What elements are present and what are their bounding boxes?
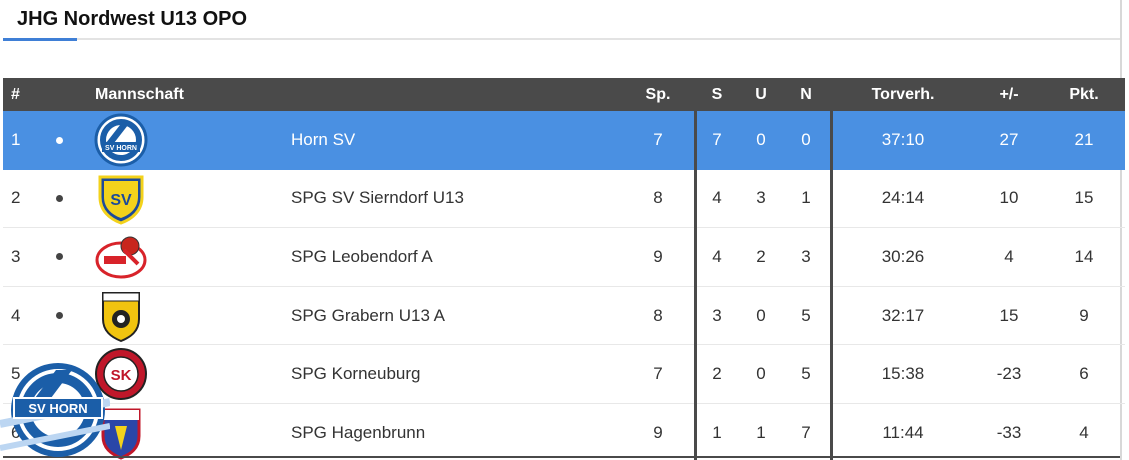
points-cell: 21 bbox=[1074, 130, 1094, 150]
table-row[interactable]: 1 SV HORN Horn SV 7 7 0 0 37:10 27 21 bbox=[3, 111, 1125, 170]
table-row[interactable]: 4 SPG Grabern U13 A 8 3 0 5 32:17 15 9 bbox=[3, 287, 1125, 346]
team-name-link[interactable]: SPG Grabern U13 A bbox=[291, 305, 446, 325]
table-bottom-border bbox=[3, 456, 1120, 458]
col-goals-header[interactable]: Torverh. bbox=[871, 85, 935, 103]
team-logo-horn-icon[interactable]: SV HORN bbox=[93, 111, 149, 170]
played-cell: 7 bbox=[653, 364, 663, 384]
rank-cell: 1 bbox=[11, 130, 21, 150]
draw-cell: 0 bbox=[756, 364, 766, 384]
rank-cell: 4 bbox=[11, 305, 21, 325]
goals-cell: 30:26 bbox=[881, 246, 925, 266]
points-cell: 14 bbox=[1074, 246, 1094, 266]
team-name-link[interactable]: SPG SV Sierndorf U13 bbox=[291, 188, 464, 208]
table-row[interactable]: 3 SPG Leobendorf A 9 4 2 3 30:26 4 14 bbox=[3, 228, 1125, 287]
won-cell: 3 bbox=[712, 305, 722, 325]
diff-cell: -33 bbox=[996, 422, 1022, 442]
points-cell: 4 bbox=[1079, 422, 1089, 442]
col-rank-header[interactable]: # bbox=[11, 85, 20, 103]
points-cell: 6 bbox=[1079, 364, 1089, 384]
diff-cell: 4 bbox=[1004, 246, 1014, 266]
col-lost-header[interactable]: N bbox=[800, 85, 812, 103]
page-title: JHG Nordwest U13 OPO bbox=[17, 8, 248, 30]
col-draw-header[interactable]: U bbox=[755, 85, 767, 103]
diff-cell: 27 bbox=[999, 130, 1019, 150]
won-cell: 7 bbox=[712, 130, 722, 150]
title-accent-bar bbox=[3, 38, 77, 41]
team-logo-leobendorf-icon[interactable] bbox=[93, 228, 149, 286]
lost-cell: 5 bbox=[801, 305, 811, 325]
won-cell: 2 bbox=[712, 364, 722, 384]
title-divider bbox=[3, 38, 1120, 40]
won-cell: 1 bbox=[712, 422, 722, 442]
draw-cell: 0 bbox=[756, 130, 766, 150]
diff-cell: 10 bbox=[999, 188, 1019, 208]
goals-cell: 24:14 bbox=[881, 188, 925, 208]
column-divider bbox=[694, 111, 697, 460]
diff-cell: -23 bbox=[996, 364, 1022, 384]
status-dot-icon bbox=[53, 170, 65, 228]
goals-cell: 15:38 bbox=[881, 364, 925, 384]
played-cell: 9 bbox=[653, 422, 663, 442]
lost-cell: 3 bbox=[801, 246, 811, 266]
column-divider bbox=[830, 111, 833, 460]
draw-cell: 0 bbox=[756, 305, 766, 325]
draw-cell: 2 bbox=[756, 246, 766, 266]
diff-cell: 15 bbox=[999, 305, 1019, 325]
lost-cell: 0 bbox=[801, 130, 811, 150]
team-name-link[interactable]: SPG Korneuburg bbox=[291, 364, 421, 384]
col-diff-header[interactable]: +/- bbox=[999, 85, 1019, 103]
col-points-header[interactable]: Pkt. bbox=[1069, 85, 1099, 103]
rank-cell: 5 bbox=[11, 364, 21, 384]
team-name-link[interactable]: SPG Hagenbrunn bbox=[291, 422, 426, 442]
played-cell: 9 bbox=[653, 246, 663, 266]
col-won-header[interactable]: S bbox=[711, 85, 723, 103]
lost-cell: 7 bbox=[801, 422, 811, 442]
svg-text:SV: SV bbox=[110, 192, 132, 209]
won-cell: 4 bbox=[712, 246, 722, 266]
col-played-header[interactable]: Sp. bbox=[645, 85, 671, 103]
standings-table: # Mannschaft Sp. S U N Torverh. +/- Pkt.… bbox=[3, 78, 1125, 460]
team-logo-korneuburg-icon[interactable]: SK bbox=[93, 345, 149, 403]
status-dot-icon bbox=[53, 287, 65, 345]
rank-cell: 3 bbox=[11, 246, 21, 266]
draw-cell: 3 bbox=[756, 188, 766, 208]
table-header: # Mannschaft Sp. S U N Torverh. +/- Pkt. bbox=[3, 78, 1125, 111]
svg-text:SK: SK bbox=[111, 367, 132, 384]
team-name-link[interactable]: SPG Leobendorf A bbox=[291, 246, 433, 266]
status-dot-icon bbox=[53, 111, 65, 170]
goals-cell: 37:10 bbox=[881, 130, 925, 150]
col-team-header[interactable]: Mannschaft bbox=[95, 85, 184, 103]
goals-cell: 11:44 bbox=[882, 422, 924, 442]
lost-cell: 1 bbox=[801, 188, 811, 208]
won-cell: 4 bbox=[712, 188, 722, 208]
played-cell: 8 bbox=[653, 188, 663, 208]
goals-cell: 32:17 bbox=[881, 305, 925, 325]
lost-cell: 5 bbox=[801, 364, 811, 384]
team-logo-grabern-icon[interactable] bbox=[93, 287, 149, 345]
table-row[interactable]: 2 SV SPG SV Sierndorf U13 8 4 3 1 24:14 … bbox=[3, 170, 1125, 229]
team-logo-sierndorf-icon[interactable]: SV bbox=[93, 170, 149, 228]
svg-text:SV HORN: SV HORN bbox=[105, 145, 137, 152]
team-name-link[interactable]: Horn SV bbox=[291, 130, 356, 150]
rank-cell: 6 bbox=[11, 422, 21, 442]
table-row[interactable]: 6 SPG Hagenbrunn 9 1 1 7 11:44 -33 4 bbox=[3, 404, 1125, 460]
draw-cell: 1 bbox=[756, 422, 766, 442]
status-dot-icon bbox=[53, 228, 65, 286]
played-cell: 7 bbox=[653, 130, 663, 150]
points-cell: 9 bbox=[1079, 305, 1089, 325]
svg-text:SV HORN: SV HORN bbox=[28, 401, 87, 416]
played-cell: 8 bbox=[653, 305, 663, 325]
floating-club-logo-icon[interactable]: SV HORN bbox=[0, 352, 111, 460]
table-row[interactable]: 5 SK SPG Korneuburg 7 2 0 5 15:38 -23 6 bbox=[3, 345, 1125, 404]
points-cell: 15 bbox=[1074, 188, 1094, 208]
rank-cell: 2 bbox=[11, 188, 21, 208]
